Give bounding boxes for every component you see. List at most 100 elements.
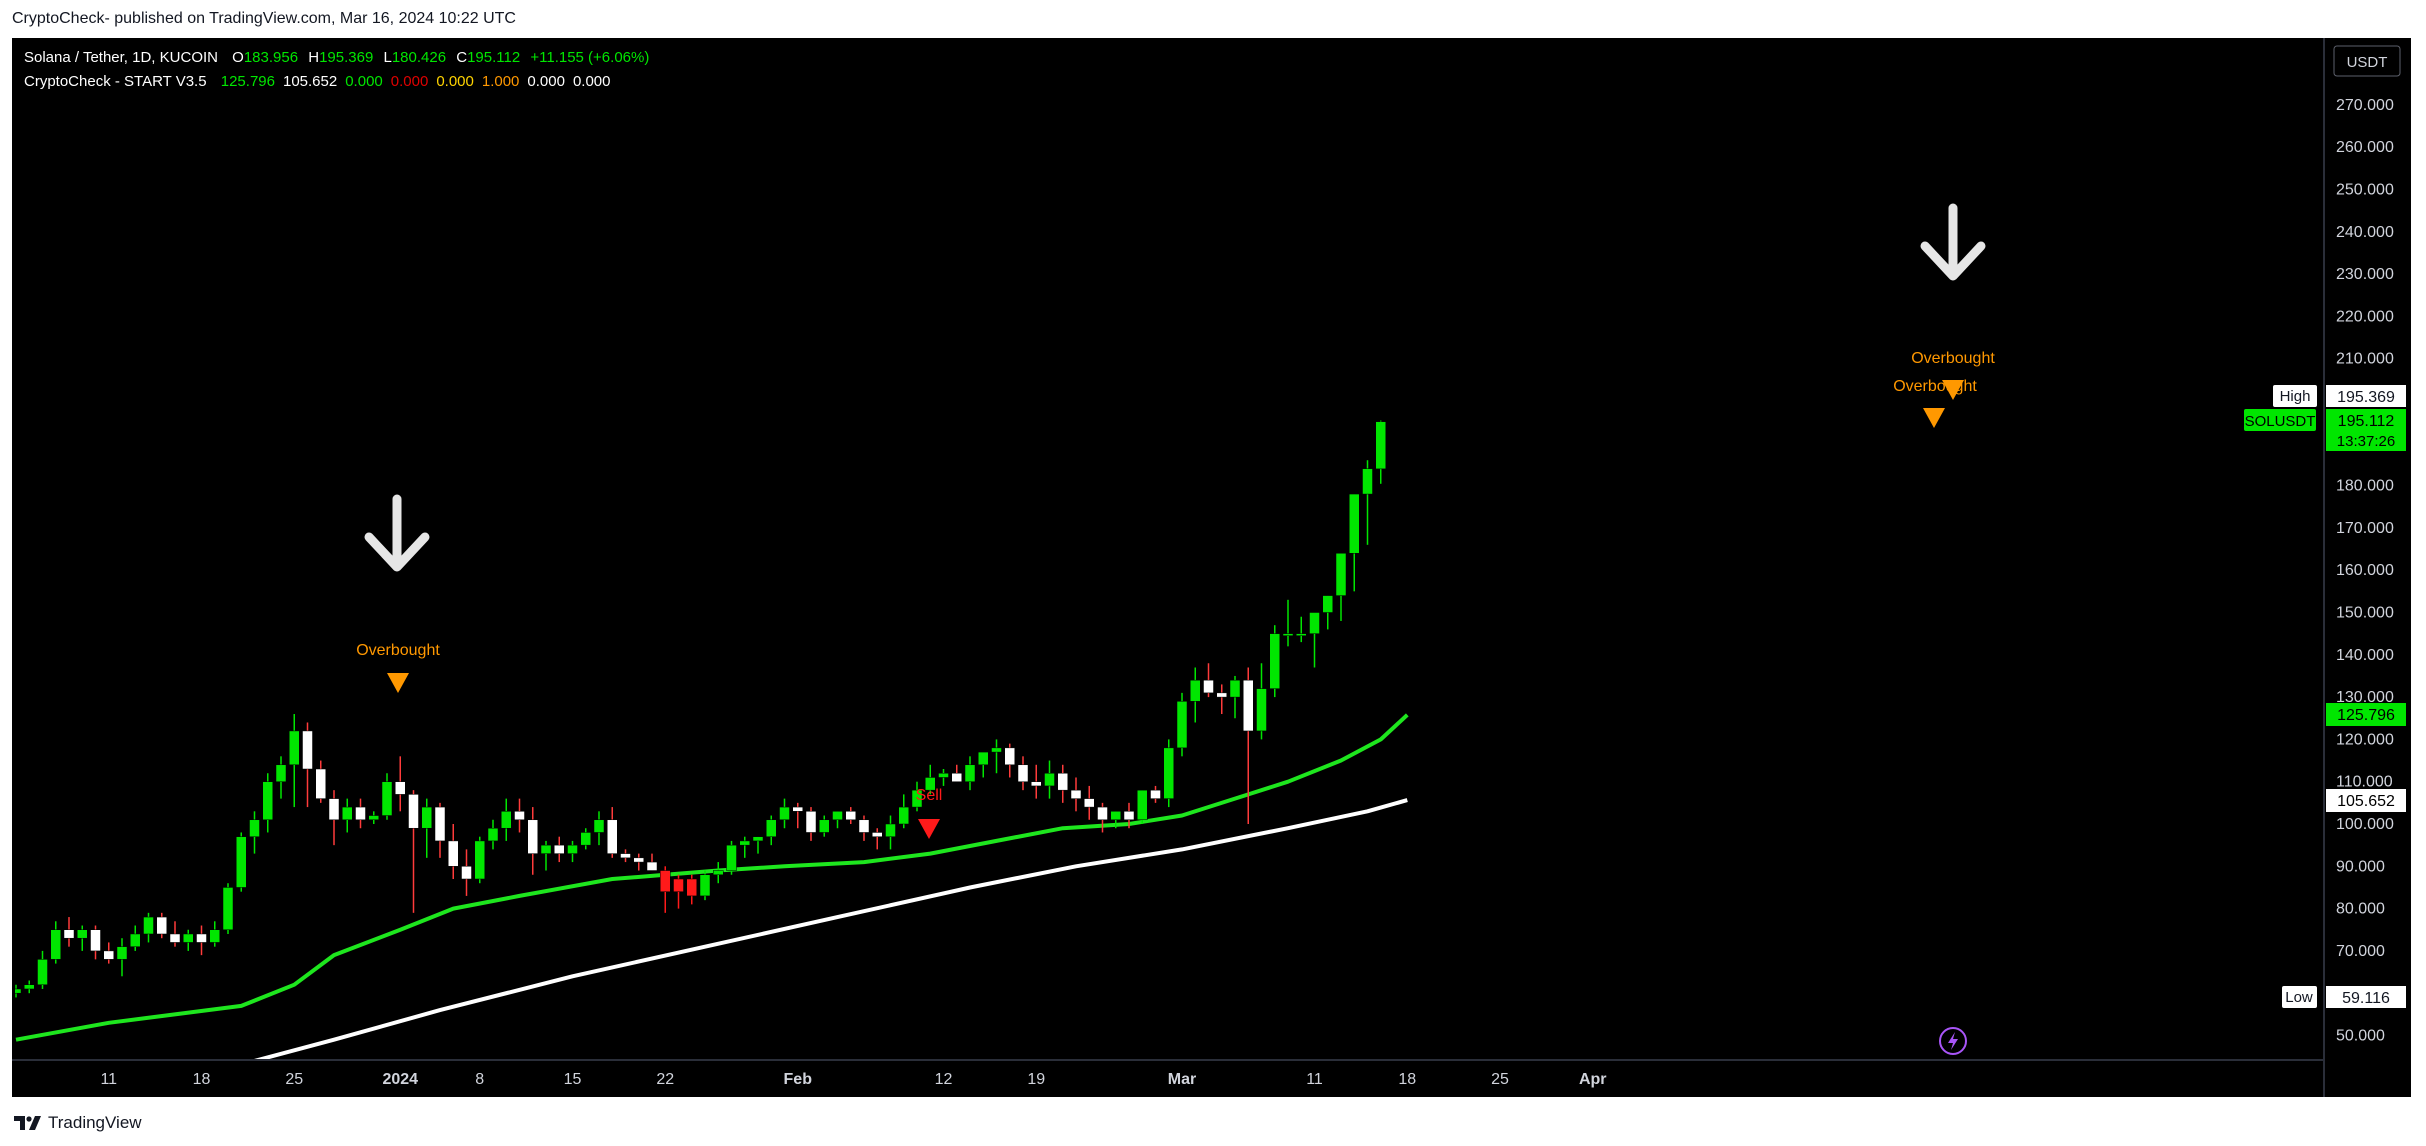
- candle-body[interactable]: [1097, 806, 1108, 821]
- candle-body[interactable]: [752, 836, 764, 842]
- candle-body[interactable]: [1017, 764, 1029, 782]
- candle-body[interactable]: [1123, 811, 1135, 821]
- candle-body[interactable]: [620, 853, 631, 859]
- candle-body[interactable]: [911, 789, 923, 808]
- candle-body[interactable]: [607, 819, 618, 854]
- candle-body[interactable]: [249, 819, 260, 837]
- candle-body[interactable]: [938, 772, 949, 778]
- lightning-badge[interactable]: [1939, 1027, 1967, 1055]
- symbol-title[interactable]: Solana / Tether, 1D, KUCOIN: [24, 49, 218, 66]
- candle-body[interactable]: [209, 929, 220, 943]
- candle-body[interactable]: [845, 811, 856, 821]
- candle-body[interactable]: [315, 768, 326, 799]
- candle-body[interactable]: [143, 916, 154, 935]
- candle-body[interactable]: [1282, 633, 1294, 636]
- candle-body[interactable]: [805, 811, 817, 833]
- candle-body[interactable]: [196, 933, 207, 943]
- candle-body[interactable]: [1322, 595, 1333, 613]
- candle-body[interactable]: [1375, 421, 1386, 470]
- candle-body[interactable]: [726, 844, 737, 871]
- candle-body[interactable]: [1349, 493, 1360, 554]
- candle-body[interactable]: [964, 764, 976, 782]
- candle-body[interactable]: [302, 730, 313, 770]
- candle-body[interactable]: [1229, 679, 1241, 698]
- candle-body[interactable]: [872, 832, 883, 837]
- candle-body[interactable]: [1190, 679, 1201, 702]
- candle-body[interactable]: [236, 836, 247, 888]
- candle-body[interactable]: [1070, 789, 1082, 799]
- candle-body[interactable]: [50, 929, 61, 960]
- candle-body[interactable]: [1243, 679, 1254, 732]
- candle-body[interactable]: [832, 811, 843, 821]
- candle-body[interactable]: [699, 874, 711, 897]
- candle-body[interactable]: [898, 806, 909, 825]
- candle-body[interactable]: [540, 844, 552, 854]
- candle-body[interactable]: [792, 806, 803, 812]
- candle-body[interactable]: [1335, 553, 1347, 596]
- candle-body[interactable]: [1031, 781, 1042, 787]
- candle-body[interactable]: [116, 946, 128, 960]
- candle-body[interactable]: [713, 870, 724, 876]
- candle-body[interactable]: [275, 764, 287, 782]
- candle-body[interactable]: [858, 819, 870, 833]
- candle-body[interactable]: [593, 819, 605, 833]
- candle-body[interactable]: [1256, 688, 1267, 732]
- candle-body[interactable]: [978, 751, 989, 766]
- candle-body[interactable]: [1084, 798, 1095, 808]
- candle-body[interactable]: [660, 870, 671, 892]
- candle-body[interactable]: [501, 811, 512, 829]
- candle-body[interactable]: [63, 929, 75, 939]
- candle-body[interactable]: [355, 806, 366, 821]
- candle-body[interactable]: [77, 929, 88, 939]
- candle-body[interactable]: [686, 878, 697, 897]
- candle-body[interactable]: [1163, 747, 1174, 799]
- candle-body[interactable]: [554, 844, 565, 854]
- candle-body[interactable]: [1110, 811, 1121, 821]
- candle-body[interactable]: [474, 840, 485, 880]
- candle-body[interactable]: [24, 984, 35, 990]
- indicator-name[interactable]: CryptoCheck - START V3.5: [24, 73, 207, 90]
- candle-body[interactable]: [90, 929, 101, 952]
- candle-body[interactable]: [169, 933, 181, 943]
- candle-body[interactable]: [434, 806, 446, 842]
- candle-body[interactable]: [37, 959, 48, 985]
- candle-body[interactable]: [1176, 701, 1188, 749]
- candle-body[interactable]: [633, 857, 644, 863]
- candle-body[interactable]: [408, 794, 419, 829]
- candle-body[interactable]: [1150, 789, 1161, 799]
- candle-body[interactable]: [328, 798, 340, 821]
- candle-body[interactable]: [11, 988, 22, 994]
- candle-body[interactable]: [819, 819, 830, 833]
- candle-body[interactable]: [1203, 679, 1214, 694]
- candle-body[interactable]: [580, 832, 591, 846]
- candle-body[interactable]: [342, 806, 353, 821]
- candle-body[interactable]: [779, 806, 790, 821]
- candle-body[interactable]: [461, 866, 472, 880]
- candle-body[interactable]: [103, 950, 114, 960]
- candle-body[interactable]: [514, 811, 525, 821]
- candle-body[interactable]: [885, 823, 896, 837]
- candle-body[interactable]: [381, 781, 393, 816]
- candle-body[interactable]: [368, 815, 379, 821]
- candle-body[interactable]: [289, 730, 300, 766]
- candle-body[interactable]: [448, 840, 459, 867]
- candle-body[interactable]: [130, 933, 141, 947]
- candle-body[interactable]: [1296, 633, 1307, 636]
- candle-body[interactable]: [1309, 612, 1320, 634]
- candle-body[interactable]: [1362, 468, 1373, 495]
- candle-body[interactable]: [487, 827, 499, 842]
- candle-body[interactable]: [991, 747, 1002, 753]
- candle-body[interactable]: [1269, 633, 1280, 689]
- tradingview-logo[interactable]: TradingView: [14, 1113, 142, 1133]
- candle-body[interactable]: [1004, 747, 1015, 766]
- candle-body[interactable]: [739, 840, 750, 846]
- candle-body[interactable]: [951, 772, 962, 782]
- candle-body[interactable]: [646, 861, 658, 871]
- candle-body[interactable]: [1057, 772, 1068, 791]
- candle-body[interactable]: [262, 781, 273, 821]
- candle-body[interactable]: [183, 933, 194, 943]
- candle-body[interactable]: [156, 916, 167, 935]
- candle-body[interactable]: [222, 887, 234, 931]
- candle-body[interactable]: [673, 878, 684, 892]
